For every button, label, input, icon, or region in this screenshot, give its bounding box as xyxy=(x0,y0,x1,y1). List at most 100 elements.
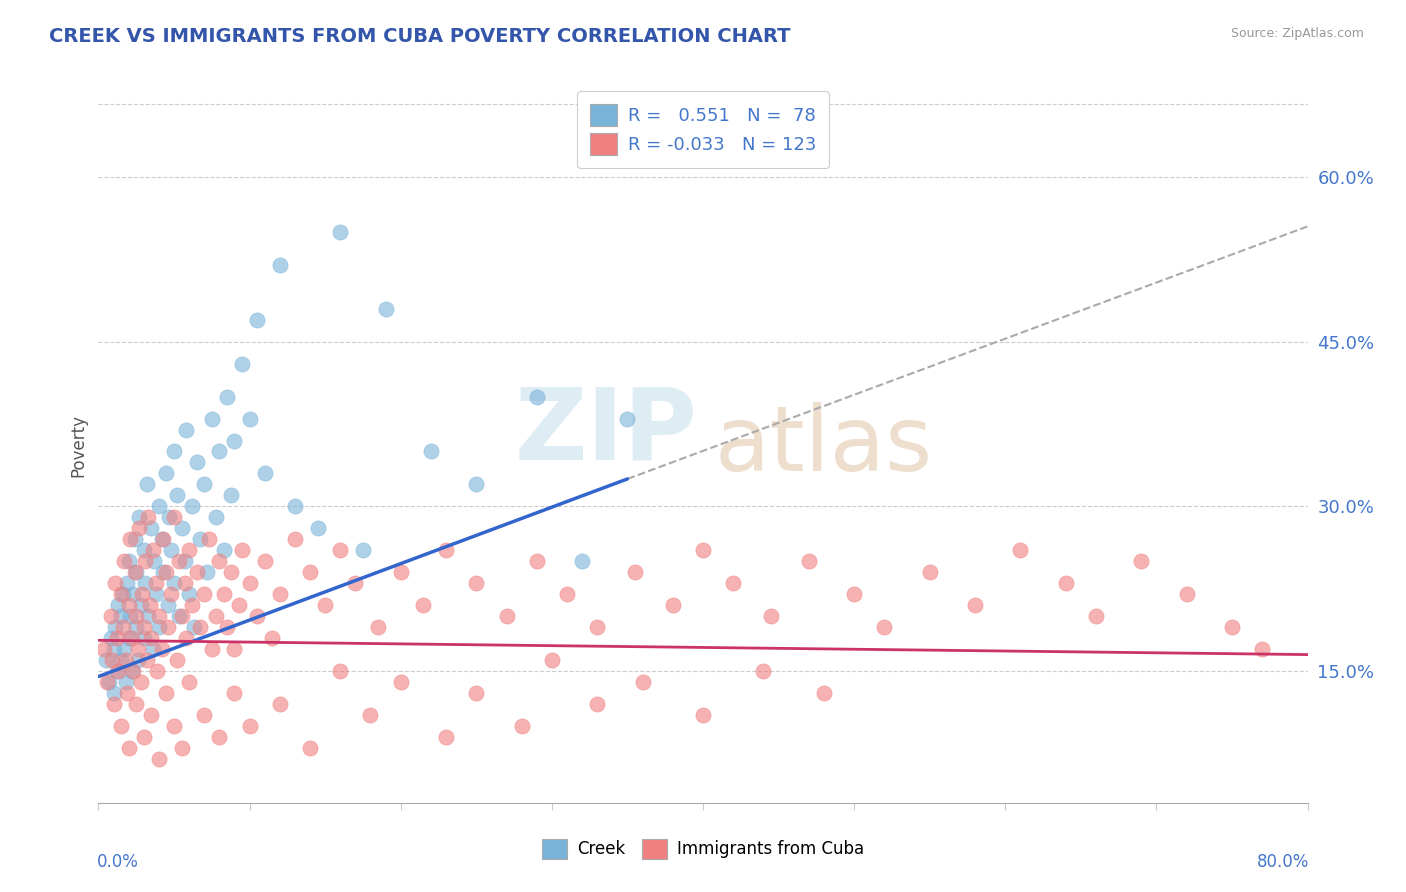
Point xyxy=(105,664,128,678)
Point xyxy=(329,225,352,239)
Point xyxy=(127,642,149,657)
Point xyxy=(1175,587,1198,601)
Point xyxy=(166,653,188,667)
Point xyxy=(201,642,224,657)
Point xyxy=(118,598,141,612)
Point xyxy=(183,620,205,634)
Point xyxy=(173,554,195,568)
Point xyxy=(125,697,148,711)
Point xyxy=(163,444,186,458)
Point xyxy=(111,620,134,634)
Point xyxy=(571,554,593,568)
Point xyxy=(122,664,145,678)
Text: 80.0%: 80.0% xyxy=(1257,853,1309,871)
Point xyxy=(100,609,122,624)
Legend: Creek, Immigrants from Cuba: Creek, Immigrants from Cuba xyxy=(536,832,870,866)
Point xyxy=(692,543,714,558)
Point xyxy=(389,675,412,690)
Point xyxy=(344,576,367,591)
Point xyxy=(269,258,291,272)
Point xyxy=(104,620,127,634)
Point xyxy=(231,543,253,558)
Point xyxy=(118,631,141,645)
Point xyxy=(103,686,125,700)
Point xyxy=(212,543,235,558)
Point xyxy=(148,752,170,766)
Point xyxy=(205,609,228,624)
Point xyxy=(193,587,215,601)
Point xyxy=(170,521,193,535)
Point xyxy=(215,390,238,404)
Point xyxy=(145,587,167,601)
Point xyxy=(170,609,193,624)
Point xyxy=(692,708,714,723)
Point xyxy=(208,730,231,744)
Text: Source: ZipAtlas.com: Source: ZipAtlas.com xyxy=(1230,27,1364,40)
Point xyxy=(115,686,138,700)
Point xyxy=(139,598,162,612)
Point xyxy=(114,653,136,667)
Point xyxy=(262,631,284,645)
Point xyxy=(134,576,156,591)
Point xyxy=(128,521,150,535)
Point xyxy=(212,587,235,601)
Point xyxy=(125,609,148,624)
Point xyxy=(195,566,218,580)
Point xyxy=(434,730,457,744)
Point xyxy=(181,598,204,612)
Point xyxy=(141,521,163,535)
Point xyxy=(1085,609,1108,624)
Point xyxy=(167,609,190,624)
Point xyxy=(918,566,941,580)
Point xyxy=(132,631,155,645)
Point xyxy=(616,411,638,425)
Point xyxy=(624,566,647,580)
Point xyxy=(188,620,211,634)
Point xyxy=(844,587,866,601)
Point xyxy=(131,587,153,601)
Point xyxy=(367,620,389,634)
Point xyxy=(170,740,193,755)
Text: atlas: atlas xyxy=(714,402,934,490)
Point xyxy=(269,587,291,601)
Point xyxy=(96,675,118,690)
Point xyxy=(167,554,190,568)
Point xyxy=(329,543,352,558)
Point xyxy=(148,500,170,514)
Point xyxy=(155,686,177,700)
Point xyxy=(661,598,683,612)
Point xyxy=(510,719,533,733)
Point xyxy=(269,697,291,711)
Point xyxy=(555,587,578,601)
Y-axis label: Poverty: Poverty xyxy=(69,415,87,477)
Point xyxy=(374,301,396,316)
Point xyxy=(132,543,155,558)
Point xyxy=(142,543,165,558)
Point xyxy=(299,740,322,755)
Point xyxy=(246,312,269,326)
Point xyxy=(160,587,183,601)
Point xyxy=(352,543,374,558)
Point xyxy=(752,664,775,678)
Point xyxy=(160,543,183,558)
Point xyxy=(239,576,262,591)
Point xyxy=(759,609,782,624)
Point xyxy=(141,708,163,723)
Point xyxy=(132,730,155,744)
Point xyxy=(93,642,115,657)
Point xyxy=(136,510,159,524)
Point xyxy=(166,488,188,502)
Point xyxy=(193,708,215,723)
Point xyxy=(124,533,146,547)
Point xyxy=(127,653,149,667)
Point xyxy=(389,566,412,580)
Point xyxy=(299,566,322,580)
Point xyxy=(107,598,129,612)
Point xyxy=(526,554,548,568)
Point xyxy=(110,719,132,733)
Point xyxy=(101,653,124,667)
Point xyxy=(239,719,262,733)
Point xyxy=(208,444,231,458)
Point xyxy=(163,510,186,524)
Point xyxy=(181,500,204,514)
